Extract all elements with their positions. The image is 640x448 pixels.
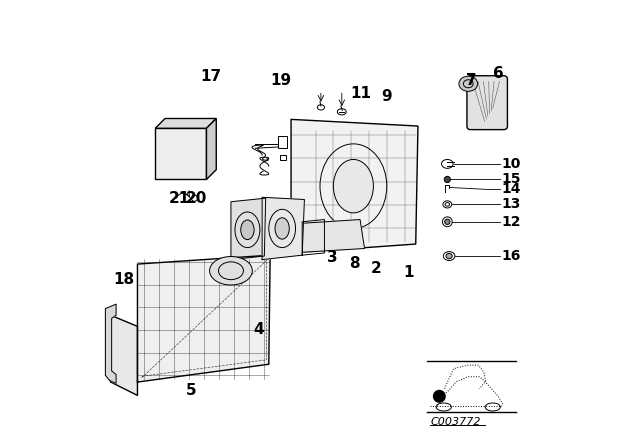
- Text: 6: 6: [493, 66, 504, 81]
- Polygon shape: [156, 118, 216, 128]
- Text: 8: 8: [349, 256, 360, 271]
- Text: 17: 17: [200, 69, 221, 84]
- Text: 5: 5: [186, 383, 196, 397]
- Ellipse shape: [209, 257, 252, 285]
- Text: 9: 9: [381, 89, 392, 104]
- Text: 20: 20: [186, 191, 207, 206]
- Ellipse shape: [445, 219, 450, 224]
- Ellipse shape: [459, 76, 477, 91]
- Text: 3: 3: [327, 250, 338, 265]
- Text: 1: 1: [404, 265, 414, 280]
- Polygon shape: [291, 220, 365, 253]
- Text: 15: 15: [501, 172, 521, 186]
- Bar: [280, 155, 285, 160]
- Text: 11: 11: [351, 86, 371, 101]
- Text: 16: 16: [501, 249, 520, 263]
- Ellipse shape: [446, 254, 452, 259]
- Text: 2: 2: [371, 261, 382, 276]
- Text: C003772: C003772: [431, 417, 481, 427]
- Ellipse shape: [275, 218, 289, 239]
- Text: 10: 10: [501, 157, 520, 171]
- Text: 13: 13: [501, 198, 520, 211]
- Polygon shape: [291, 119, 418, 253]
- Polygon shape: [207, 118, 216, 180]
- Text: 14: 14: [501, 182, 521, 196]
- Circle shape: [433, 391, 445, 402]
- Polygon shape: [262, 197, 305, 260]
- Bar: [278, 136, 287, 148]
- Text: 19: 19: [270, 73, 291, 88]
- Polygon shape: [138, 255, 270, 382]
- Polygon shape: [106, 304, 116, 383]
- Text: 21: 21: [169, 191, 190, 206]
- Ellipse shape: [444, 177, 451, 183]
- Polygon shape: [111, 315, 138, 396]
- Text: 18: 18: [113, 272, 134, 287]
- FancyBboxPatch shape: [467, 76, 508, 129]
- Polygon shape: [156, 128, 207, 180]
- Ellipse shape: [241, 220, 254, 240]
- Polygon shape: [231, 198, 266, 260]
- Text: 4: 4: [253, 323, 264, 337]
- Text: 12: 12: [501, 215, 521, 229]
- Ellipse shape: [333, 159, 373, 213]
- Text: 7: 7: [466, 73, 477, 88]
